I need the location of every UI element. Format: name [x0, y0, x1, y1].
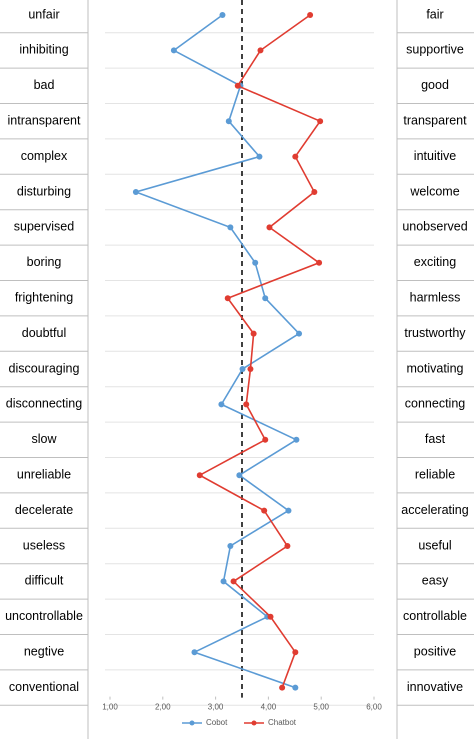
- right-label: fair: [426, 7, 443, 21]
- series-line: [198, 14, 322, 688]
- left-label: inhibiting: [19, 43, 68, 57]
- left-label: intransparent: [8, 113, 81, 127]
- point: [256, 153, 263, 160]
- left-label: boring: [27, 255, 62, 269]
- point: [292, 684, 299, 691]
- left-label: conventional: [9, 680, 79, 694]
- point: [262, 436, 269, 443]
- right-label: reliable: [415, 467, 455, 481]
- right-label: controllable: [403, 609, 467, 623]
- point: [218, 401, 225, 408]
- left-label: slow: [31, 432, 57, 446]
- right-label: welcome: [409, 184, 459, 198]
- x-tick-label: 5,00: [313, 703, 329, 712]
- right-label: exciting: [414, 255, 456, 269]
- right-label: intuitive: [414, 149, 456, 163]
- right-label: harmless: [410, 290, 461, 304]
- right-label: motivating: [407, 361, 464, 375]
- point: [293, 436, 300, 443]
- left-label: discouraging: [9, 361, 80, 375]
- point: [224, 295, 231, 302]
- point: [220, 578, 227, 585]
- point: [279, 684, 286, 691]
- x-tick-label: 2,00: [155, 703, 171, 712]
- point: [316, 259, 323, 266]
- left-label: bad: [34, 78, 55, 92]
- point: [243, 401, 250, 408]
- point: [196, 472, 203, 479]
- point: [284, 543, 291, 549]
- point: [266, 224, 273, 231]
- point: [292, 153, 299, 160]
- x-tick-label: 1,00: [102, 703, 118, 712]
- point: [191, 649, 198, 656]
- right-label: good: [421, 78, 449, 92]
- point: [230, 578, 237, 585]
- right-label: accelerating: [401, 503, 468, 517]
- point: [292, 649, 299, 656]
- right-label: fast: [425, 432, 446, 446]
- left-label: complex: [21, 149, 68, 163]
- right-label: useful: [418, 538, 451, 552]
- point: [285, 507, 292, 514]
- point: [227, 543, 234, 549]
- legend-label: Cobot: [206, 718, 228, 727]
- right-label: trustworthy: [404, 326, 466, 340]
- legend-marker: [189, 720, 195, 726]
- point: [132, 189, 139, 195]
- point: [317, 118, 324, 125]
- left-label: frightening: [15, 290, 73, 304]
- right-label: positive: [414, 644, 456, 658]
- point: [225, 118, 232, 125]
- point: [236, 472, 243, 479]
- left-label: disturbing: [17, 184, 71, 198]
- point: [307, 12, 314, 18]
- left-label: decelerate: [15, 503, 73, 517]
- point: [311, 189, 318, 195]
- point: [296, 330, 303, 337]
- point: [267, 613, 274, 620]
- right-label: transparent: [403, 113, 467, 127]
- point: [227, 224, 234, 231]
- point: [170, 47, 177, 54]
- left-label: unfair: [28, 7, 59, 21]
- x-tick-label: 6,00: [366, 703, 382, 712]
- point: [234, 82, 241, 89]
- right-label: easy: [422, 574, 449, 588]
- right-label: innovative: [407, 680, 463, 694]
- point: [250, 330, 257, 337]
- x-tick-label: 4,00: [261, 703, 277, 712]
- right-label: supportive: [406, 43, 464, 57]
- legend-label: Chatbot: [268, 718, 297, 727]
- left-label: uncontrollable: [5, 609, 83, 623]
- left-label: useless: [23, 538, 65, 552]
- point: [261, 507, 268, 514]
- right-label: unobserved: [402, 220, 467, 234]
- point: [247, 366, 254, 372]
- series-line: [133, 14, 301, 689]
- left-label: negtive: [24, 644, 64, 658]
- point: [219, 12, 226, 18]
- point: [257, 47, 264, 54]
- left-label: supervised: [14, 220, 74, 234]
- left-label: difficult: [25, 574, 64, 588]
- point: [252, 259, 259, 266]
- left-label: doubtful: [22, 326, 66, 340]
- left-label: disconnecting: [6, 397, 82, 411]
- x-tick-label: 3,00: [208, 703, 224, 712]
- point: [239, 366, 246, 372]
- left-label: unreliable: [17, 467, 71, 481]
- right-label: connecting: [405, 397, 466, 411]
- legend-marker: [251, 720, 257, 726]
- point: [262, 295, 269, 302]
